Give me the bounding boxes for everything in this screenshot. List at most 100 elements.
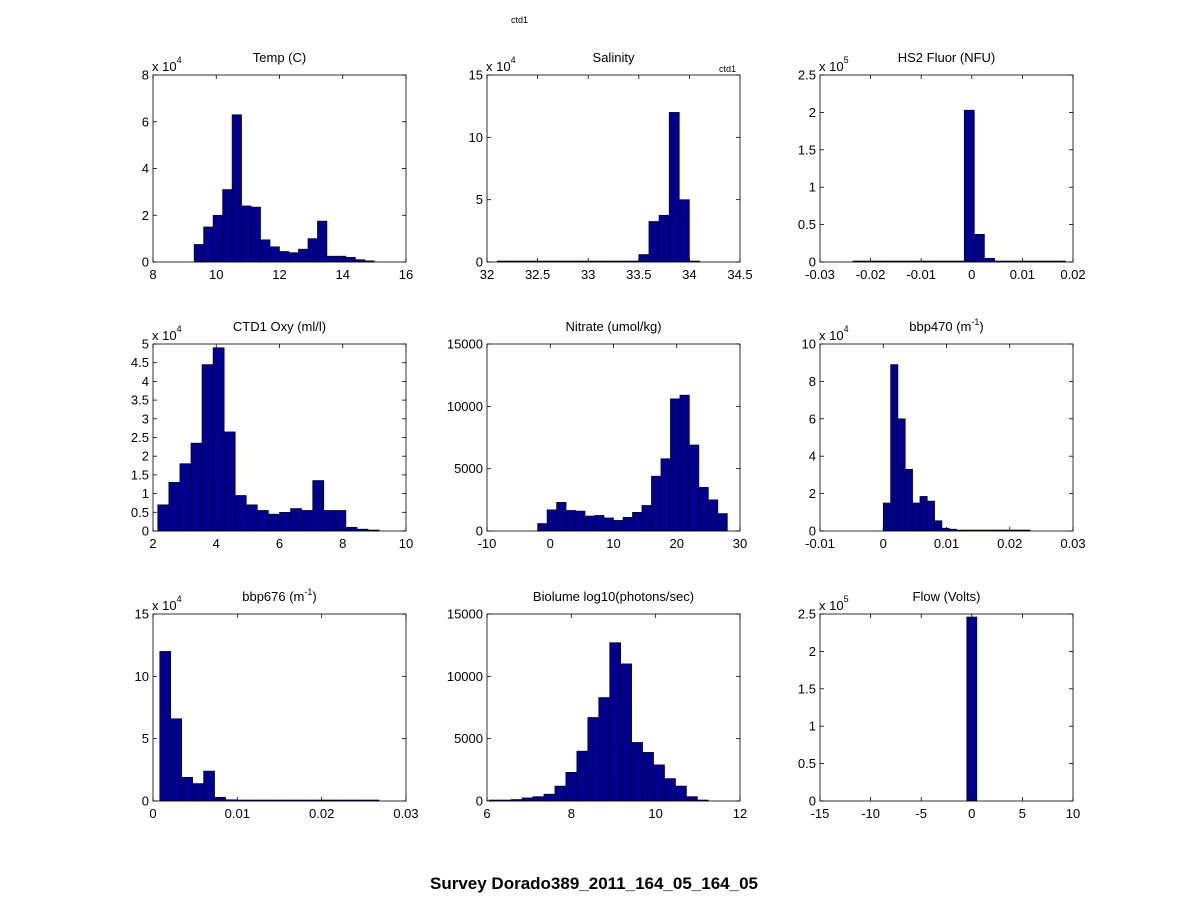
x-tick-label: -15: [811, 806, 830, 821]
histogram-bar: [675, 785, 687, 802]
ctd1-annotation-side: ctd1: [719, 64, 737, 74]
histogram-bar: [326, 255, 337, 263]
histogram-bar: [653, 764, 665, 802]
histogram-bar: [279, 511, 291, 532]
histogram-bar: [658, 214, 670, 263]
histogram-bar: [678, 199, 690, 263]
histogram-bar: [689, 444, 700, 532]
x-tick-label: 6: [483, 806, 490, 821]
x-tick-label: 10: [399, 536, 413, 551]
y-exponent-label: x 104: [152, 55, 182, 74]
histogram-bar: [190, 442, 203, 532]
histogram-bar: [334, 510, 347, 532]
histogram-bar: [622, 516, 633, 532]
axes-frame: [819, 74, 1074, 263]
histogram-bar: [203, 226, 214, 263]
x-tick-label: -0.01: [906, 267, 936, 282]
histogram-bar: [882, 502, 891, 532]
histogram-bar: [157, 504, 170, 532]
axes-frame: [486, 613, 741, 802]
subplot-title: bbp676 (m-1): [242, 587, 317, 604]
y-exponent-label: x 105: [819, 594, 849, 613]
x-tick-label: 0.02: [1060, 267, 1085, 282]
plot-area: [820, 614, 1073, 801]
histogram-bar: [521, 797, 534, 802]
axes-frame: [486, 74, 741, 263]
histogram-bar: [288, 252, 299, 263]
histogram-bar: [201, 364, 214, 532]
x-tick-label: -10: [861, 806, 880, 821]
histogram-bar: [250, 206, 261, 263]
y-tick-label: 1: [142, 486, 149, 501]
y-tick-label: 0: [476, 794, 483, 809]
y-tick-label: 2: [809, 105, 816, 120]
x-tick-label: 10: [606, 536, 620, 551]
histogram-bar: [241, 205, 252, 263]
y-tick-label: 6: [142, 114, 149, 129]
y-tick-label: 0: [476, 524, 483, 539]
y-tick-label: 5: [142, 337, 149, 352]
histogram-bar: [670, 398, 681, 532]
y-exponent-label: x 104: [486, 55, 516, 74]
histogram-bar: [168, 482, 181, 532]
x-tick-label: 0.02: [997, 536, 1022, 551]
y-tick-label: 10000: [447, 669, 483, 684]
y-tick-label: 2.5: [131, 430, 149, 445]
histogram-bar: [926, 500, 935, 532]
histogram-bar: [269, 246, 280, 263]
histogram-bar: [576, 750, 589, 802]
histogram-bar: [966, 616, 978, 802]
y-tick-label: 2: [142, 208, 149, 223]
y-tick-label: 10: [135, 669, 149, 684]
y-tick-label: 4: [142, 374, 149, 389]
y-tick-label: 10: [802, 337, 816, 352]
y-tick-label: 2: [809, 486, 816, 501]
histogram-bar: [963, 109, 975, 263]
x-tick-label: 0.03: [1060, 536, 1085, 551]
histogram-bar: [632, 511, 643, 532]
histogram-bar: [290, 508, 302, 532]
histogram-bar: [298, 248, 309, 263]
x-tick-label: 8: [149, 267, 156, 282]
y-tick-label: 1.5: [798, 681, 816, 696]
histogram-bar: [642, 752, 654, 802]
x-tick-label: -10: [478, 536, 497, 551]
x-tick-label: 0: [149, 806, 156, 821]
histogram-bar: [603, 517, 614, 532]
histogram-bar: [212, 347, 225, 532]
plot-area: [153, 75, 406, 262]
subplot-7: 0 0.01 0.02 0.03 0 5 10 15x 104 bbp676 (m-1): [135, 587, 419, 821]
x-tick-label: 4: [213, 536, 220, 551]
histogram-bar: [260, 239, 271, 263]
subplot-4: 2 4 6 8 10 0 0.5 1 1.5 2 2.5 3 3.5 4 4.5 5x 104 CTD1 Oxy…: [131, 319, 413, 551]
histogram-bar: [212, 214, 223, 263]
histogram-bar: [257, 510, 269, 532]
subplot-title: CTD1 Oxy (ml/l): [233, 319, 326, 334]
x-tick-label: 10: [209, 267, 223, 282]
x-tick-label: 10: [1066, 806, 1080, 821]
y-tick-label: 2.5: [798, 68, 816, 83]
subplot-title: bbp470 (m-1): [909, 317, 984, 334]
histogram-bar: [974, 234, 985, 263]
y-exponent-label: x 105: [819, 55, 849, 74]
histogram-bar: [543, 793, 556, 802]
plot-area: [820, 344, 1073, 531]
plot-area: [820, 75, 1073, 262]
histogram-bar: [234, 495, 247, 532]
subplot-title: Temp (C): [253, 50, 306, 65]
histogram-bar: [537, 523, 548, 532]
axes-frame: [819, 613, 1074, 802]
subplot-title: Flow (Volts): [913, 589, 981, 604]
y-tick-label: 10: [469, 130, 483, 145]
histogram-bar: [912, 502, 921, 532]
subplot-2: 32 32.5 33 33.5 34 34.5 0 5 10 15x 104 Salinity: [469, 50, 753, 282]
x-tick-label: 32.5: [525, 267, 550, 282]
histogram-bar: [584, 515, 595, 532]
histogram-bar: [904, 468, 913, 532]
histogram-bar: [598, 697, 611, 802]
y-tick-label: 5000: [454, 731, 483, 746]
histogram-bar: [660, 458, 671, 532]
histogram-bar: [594, 515, 605, 532]
